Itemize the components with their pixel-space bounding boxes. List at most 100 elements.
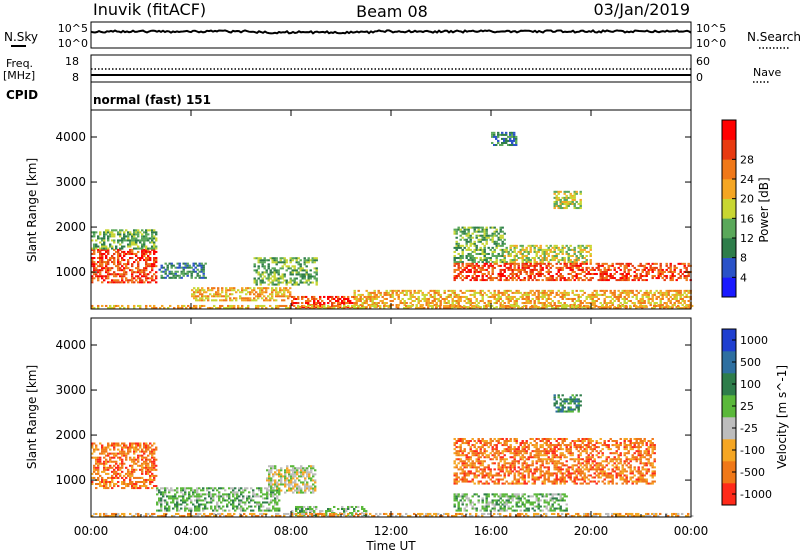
echo-cell: [359, 293, 362, 296]
echo-cell: [491, 240, 494, 243]
echo-cell: [567, 266, 570, 269]
echo-cell: [143, 245, 146, 248]
echo-cell: [180, 270, 183, 273]
echo-cell: [103, 243, 106, 246]
echo-cell: [543, 252, 546, 255]
echo-cell: [573, 306, 576, 309]
echo-cell: [216, 501, 219, 504]
echo-cell: [665, 264, 668, 267]
echo-cell: [591, 299, 594, 303]
echo-cell: [497, 131, 500, 134]
echo-cell: [127, 452, 130, 455]
echo-region: [453, 262, 692, 282]
echo-cell: [297, 512, 300, 515]
echo-cell: [297, 507, 300, 511]
echo-cell: [289, 295, 292, 298]
echo-cell: [417, 302, 420, 305]
echo-cell: [505, 131, 508, 134]
echo-cell: [449, 293, 452, 296]
echo-cell: [160, 493, 163, 496]
echo-cell: [547, 248, 550, 251]
echo-cell: [577, 264, 580, 267]
echo-cell: [111, 267, 114, 270]
echo-cell: [581, 270, 584, 273]
echo-cell: [133, 442, 136, 445]
echo-cell: [577, 279, 580, 282]
echo-cell: [123, 273, 126, 276]
echo-cell: [123, 454, 126, 457]
echo-cell: [649, 302, 652, 305]
echo-cell: [473, 482, 476, 485]
echo-cell: [275, 269, 278, 272]
echo-cell: [573, 250, 576, 253]
echo-cell: [399, 299, 402, 303]
echo-cell: [331, 302, 334, 305]
echo-cell: [135, 254, 138, 257]
echo-cell: [365, 306, 368, 309]
echo-cell: [295, 269, 298, 272]
echo-cell: [337, 507, 340, 511]
echo-cell: [97, 462, 100, 465]
echo-cell: [403, 293, 406, 296]
echo-cell: [561, 277, 564, 280]
echo-cell: [127, 281, 130, 284]
echo-cell: [551, 246, 554, 249]
echo-cell: [288, 471, 291, 474]
echo-cell: [477, 270, 480, 273]
echo-cell: [561, 293, 564, 296]
echo-cell: [477, 454, 480, 457]
echo-cell: [127, 243, 130, 246]
echo-cell: [103, 466, 106, 469]
echo-cell: [209, 293, 212, 296]
echo-cell: [597, 306, 600, 309]
echo-cell: [495, 234, 498, 237]
echo-cell: [673, 289, 676, 292]
echo-cell: [145, 480, 148, 484]
echo-cell: [97, 277, 100, 280]
echo-cell: [421, 304, 424, 307]
echo-cell: [119, 231, 122, 234]
echo-cell: [277, 271, 280, 274]
echo-cell: [493, 230, 496, 233]
echo-cell: [188, 266, 191, 269]
echo-cell: [198, 507, 201, 510]
echo-cell: [457, 297, 460, 300]
echo-cell: [537, 248, 540, 251]
echo-cell: [351, 514, 354, 517]
echo-cell: [289, 271, 292, 274]
echo-cell: [131, 446, 134, 449]
echo-cell: [268, 475, 271, 478]
echo-cell: [321, 510, 324, 513]
echo-cell: [653, 291, 656, 294]
echo-cell: [511, 270, 514, 273]
echo-cell: [145, 478, 148, 481]
echo-cell: [423, 306, 426, 309]
echo-cell: [521, 252, 524, 255]
echo-cell: [273, 259, 276, 262]
echo-cell: [267, 265, 270, 268]
echo-cell: [93, 277, 96, 280]
echo-cell: [131, 485, 134, 488]
echo-cell: [531, 279, 534, 282]
echo-cell: [475, 460, 478, 463]
echo-cell: [255, 279, 258, 282]
echo-cell: [529, 272, 532, 276]
echo-cell: [117, 265, 120, 268]
echo-cell: [95, 239, 98, 242]
echo-cell: [283, 304, 286, 307]
echo-cell: [467, 236, 470, 239]
nsearch-tick-top: 10^5: [696, 22, 726, 35]
echo-cell: [675, 289, 678, 292]
echo-cell: [199, 293, 202, 296]
echo-cell: [503, 264, 506, 267]
echo-cell: [195, 295, 198, 298]
echo-cell: [511, 261, 514, 264]
echo-cell: [294, 485, 297, 488]
echo-cell: [447, 293, 450, 296]
echo-cell: [589, 261, 592, 264]
echo-cell: [475, 268, 478, 271]
echo-cell: [567, 190, 570, 193]
echo-cell: [271, 295, 274, 298]
echo-cell: [197, 295, 200, 298]
echo-cell: [153, 450, 156, 453]
